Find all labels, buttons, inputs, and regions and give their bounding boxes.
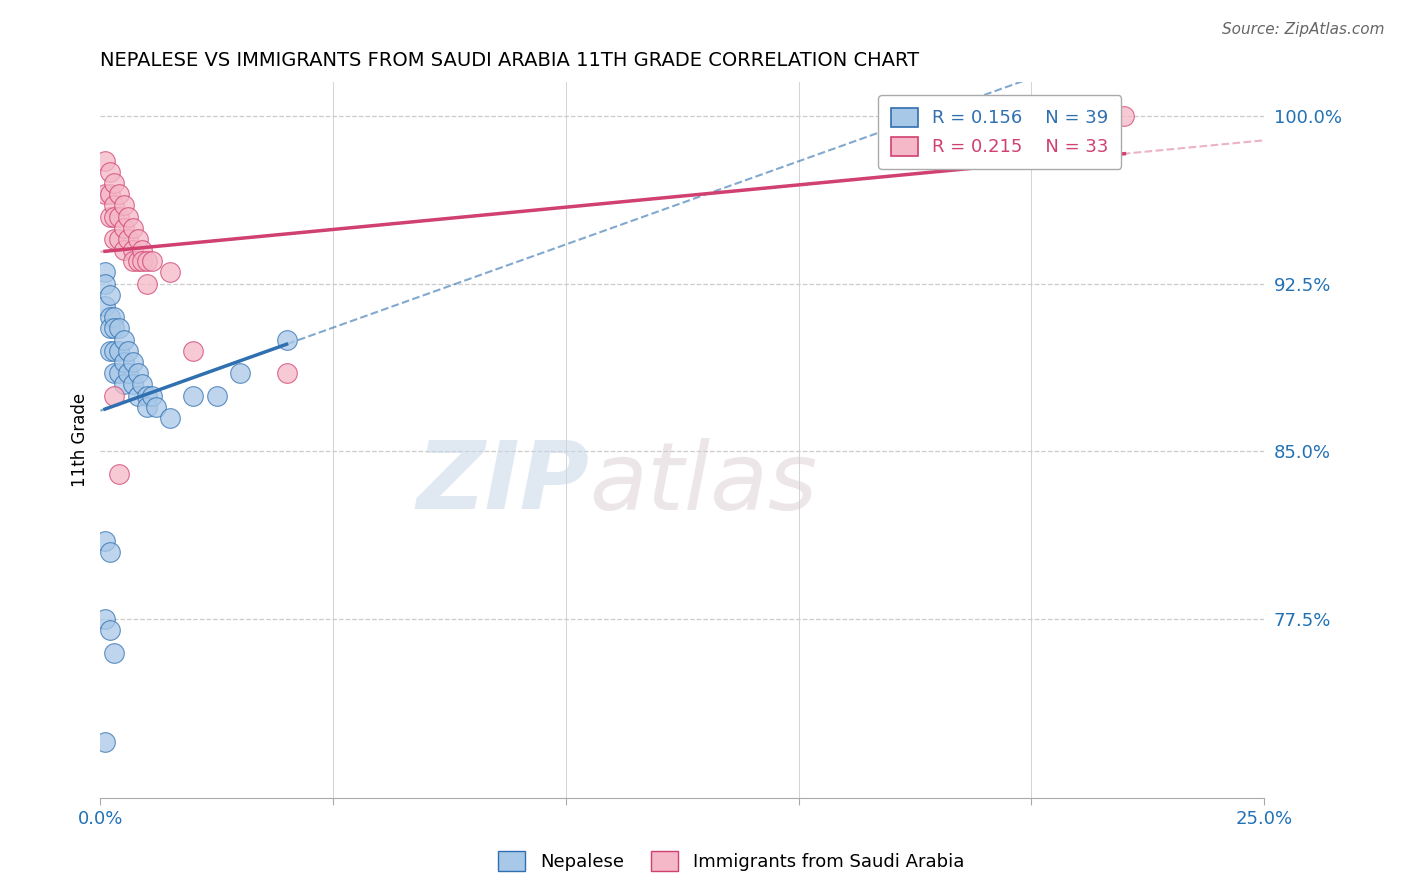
- Point: [94, 265, 117, 279]
- Point: [159, 410, 181, 425]
- Point: [108, 321, 131, 335]
- Point: [98, 624, 121, 638]
- Point: [112, 377, 135, 392]
- Point: [117, 210, 139, 224]
- Point: [145, 400, 167, 414]
- Point: [98, 165, 121, 179]
- Point: [94, 533, 117, 548]
- Point: [141, 254, 163, 268]
- Point: [108, 343, 131, 358]
- Point: [94, 187, 117, 202]
- Point: [127, 232, 149, 246]
- Point: [103, 232, 125, 246]
- Y-axis label: 11th Grade: 11th Grade: [72, 393, 89, 487]
- Point: [122, 254, 145, 268]
- Point: [122, 377, 145, 392]
- Point: [98, 288, 121, 302]
- Point: [112, 333, 135, 347]
- Legend: Nepalese, Immigrants from Saudi Arabia: Nepalese, Immigrants from Saudi Arabia: [491, 844, 972, 879]
- Text: NEPALESE VS IMMIGRANTS FROM SAUDI ARABIA 11TH GRADE CORRELATION CHART: NEPALESE VS IMMIGRANTS FROM SAUDI ARABIA…: [100, 51, 920, 70]
- Point: [108, 366, 131, 380]
- Point: [94, 612, 117, 626]
- Point: [103, 176, 125, 190]
- Point: [103, 646, 125, 660]
- Point: [117, 232, 139, 246]
- Point: [131, 243, 153, 257]
- Text: ZIP: ZIP: [416, 437, 589, 529]
- Point: [94, 153, 117, 168]
- Point: [103, 210, 125, 224]
- Point: [98, 210, 121, 224]
- Point: [131, 377, 153, 392]
- Point: [205, 388, 228, 402]
- Point: [276, 366, 298, 380]
- Point: [94, 299, 117, 313]
- Point: [103, 198, 125, 212]
- Point: [103, 343, 125, 358]
- Point: [112, 220, 135, 235]
- Point: [276, 333, 298, 347]
- Point: [103, 321, 125, 335]
- Point: [94, 735, 117, 749]
- Point: [135, 277, 157, 291]
- Point: [183, 388, 205, 402]
- Point: [108, 232, 131, 246]
- Point: [98, 321, 121, 335]
- Text: atlas: atlas: [589, 438, 817, 529]
- Point: [108, 210, 131, 224]
- Point: [1114, 109, 1136, 123]
- Point: [135, 388, 157, 402]
- Legend: R = 0.156    N = 39, R = 0.215    N = 33: R = 0.156 N = 39, R = 0.215 N = 33: [877, 95, 1121, 169]
- Point: [103, 388, 125, 402]
- Point: [183, 343, 205, 358]
- Point: [159, 265, 181, 279]
- Text: Source: ZipAtlas.com: Source: ZipAtlas.com: [1222, 22, 1385, 37]
- Point: [127, 388, 149, 402]
- Point: [131, 254, 153, 268]
- Point: [98, 310, 121, 325]
- Point: [122, 220, 145, 235]
- Point: [127, 254, 149, 268]
- Point: [229, 366, 252, 380]
- Point: [108, 467, 131, 481]
- Point: [141, 388, 163, 402]
- Point: [112, 243, 135, 257]
- Point: [117, 366, 139, 380]
- Point: [108, 187, 131, 202]
- Point: [98, 343, 121, 358]
- Point: [112, 198, 135, 212]
- Point: [117, 343, 139, 358]
- Point: [135, 254, 157, 268]
- Point: [122, 355, 145, 369]
- Point: [112, 355, 135, 369]
- Point: [103, 366, 125, 380]
- Point: [135, 400, 157, 414]
- Point: [122, 243, 145, 257]
- Point: [94, 277, 117, 291]
- Point: [103, 310, 125, 325]
- Point: [98, 545, 121, 559]
- Point: [127, 366, 149, 380]
- Point: [98, 187, 121, 202]
